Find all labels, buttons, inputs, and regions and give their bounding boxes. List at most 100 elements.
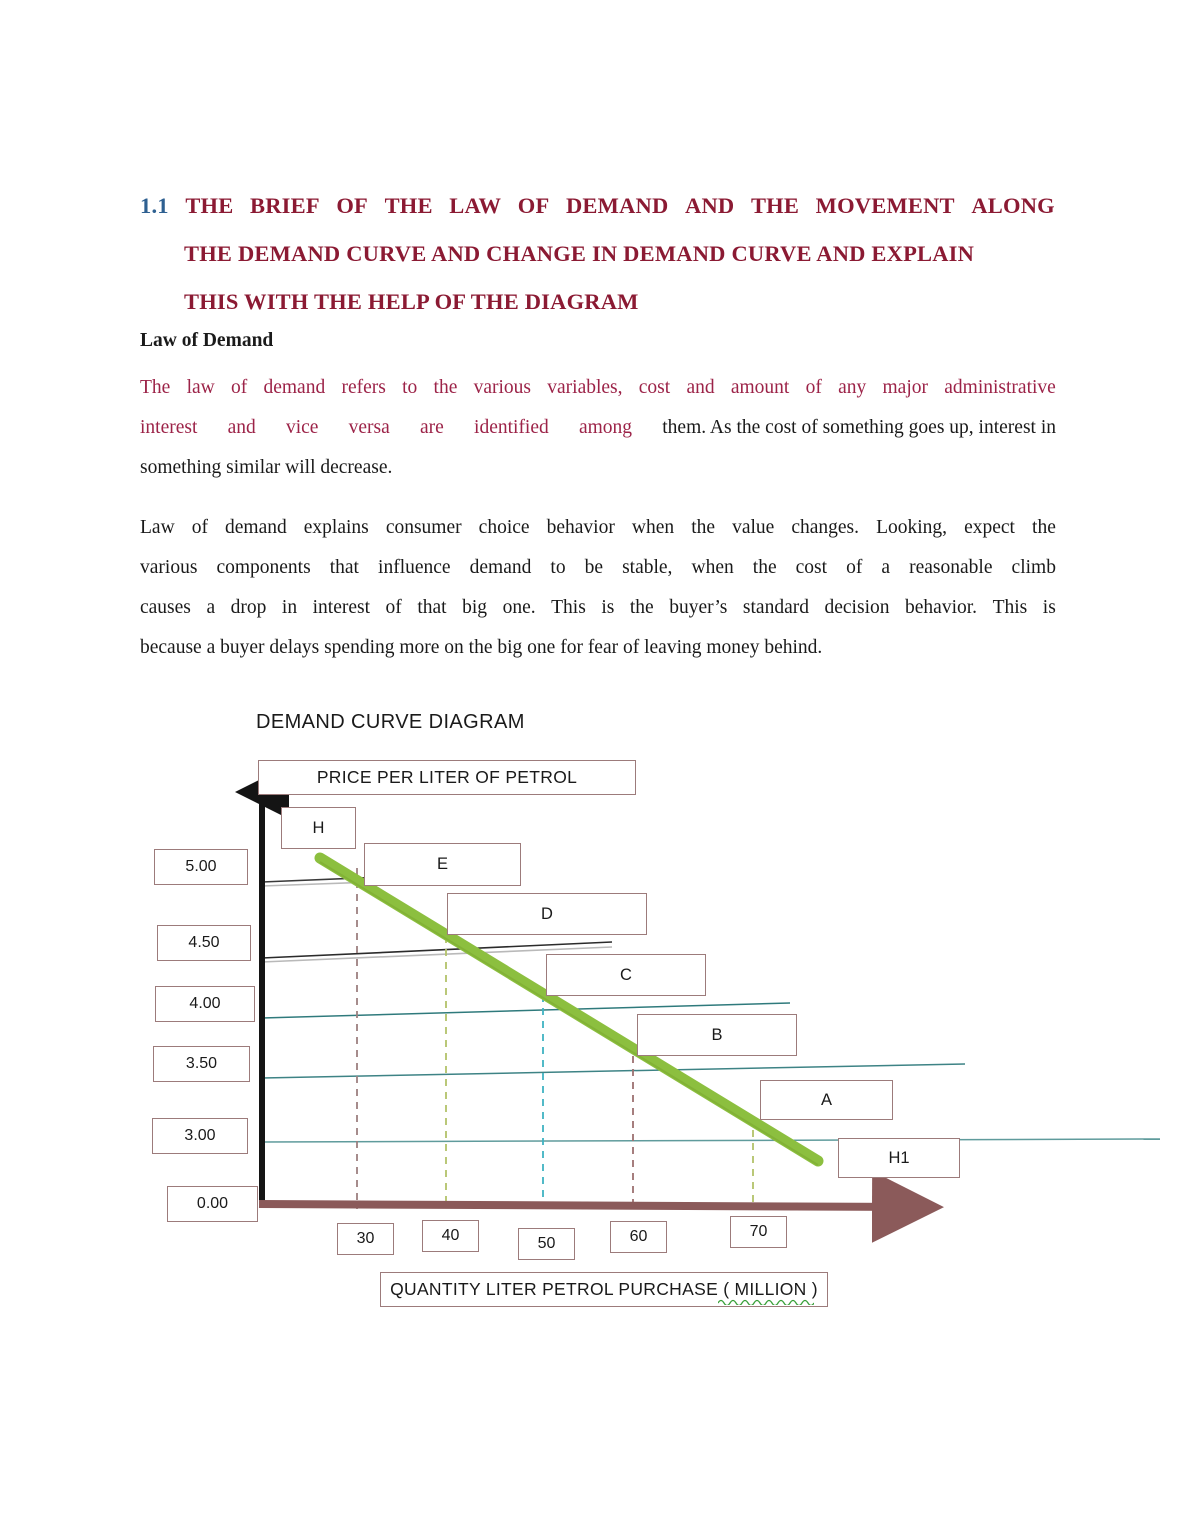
gridlines-vertical [356, 868, 754, 1330]
text-word: drop [230, 597, 267, 618]
text-word: standard [742, 597, 809, 618]
text-word: the [433, 377, 458, 398]
text-word: big [462, 597, 488, 618]
text-word: demand [263, 377, 326, 398]
text-word: in [281, 597, 298, 618]
heading-word: THE [384, 193, 433, 218]
text-word: influence [378, 557, 451, 578]
text-word: cost [795, 557, 828, 578]
text-word: is [1042, 597, 1056, 618]
text-word: stable, [622, 557, 673, 578]
paragraph-line: various components that influence demand… [140, 548, 1056, 588]
text-run: them. As the cost of something goes up, … [662, 417, 1056, 438]
text-word: explains [303, 517, 369, 538]
text-word: reasonable [909, 557, 993, 578]
y-tick-5-00: 5.00 [154, 849, 248, 885]
demand-curve-line [314, 852, 824, 1167]
point-label-B: B [637, 1014, 797, 1056]
text-word: any [838, 377, 867, 398]
text-word: climb [1011, 557, 1056, 578]
text-word: a [881, 557, 891, 578]
text-word: versa [348, 417, 390, 438]
y-tick-4-50: 4.50 [157, 925, 251, 961]
text-word: changes. [791, 517, 860, 538]
text-word: that [329, 557, 359, 578]
text-word: a [206, 597, 216, 618]
text-word: when [631, 517, 675, 538]
paragraph-line: causes a drop in interest of that big on… [140, 588, 1056, 628]
paragraph-line: The law of demand refers to the various … [140, 368, 1056, 408]
text-word: that [417, 597, 447, 618]
gridline-3-50 [261, 1063, 966, 1079]
text-word: identified [474, 417, 549, 438]
text-word: when [691, 557, 734, 578]
text-word: be [584, 557, 604, 578]
text-word: to [402, 377, 418, 398]
x-axis-title-box: QUANTITY LITER PETROL PURCHASE ( MILLION… [380, 1272, 828, 1307]
text-word: causes [140, 597, 191, 618]
page-title: 1.1 THE BRIEF OF THE LAW OF DEMAND AND T… [140, 182, 1055, 326]
x-tick-70: 70 [730, 1216, 787, 1248]
text-word: and [227, 417, 256, 438]
text-word: major [882, 377, 928, 398]
heading-line-1: 1.1 THE BRIEF OF THE LAW OF DEMAND AND T… [140, 182, 1055, 230]
gridline-4-50-shadow [261, 946, 613, 963]
y-tick-4-00: 4.00 [155, 986, 255, 1022]
y-tick-3-00: 3.00 [152, 1118, 248, 1154]
text-word: to [550, 557, 566, 578]
text-word: interest [312, 597, 371, 618]
y-axis-title-box: PRICE PER LITER OF PETROL [258, 760, 636, 795]
x-axis [258, 1170, 944, 1243]
heading-number: 1.1 [140, 193, 169, 218]
text-word: law [186, 377, 215, 398]
text-word: choice [478, 517, 530, 538]
text-word: demand [469, 557, 532, 578]
text-word: are [420, 417, 444, 438]
spellcheck-squiggle-icon [718, 1299, 814, 1305]
heading-word: OF [517, 193, 550, 218]
paragraph-law-of-demand: The law of demand refers to the various … [140, 368, 1056, 488]
gridline-4-00 [261, 1002, 791, 1019]
text-word: of [191, 517, 208, 538]
text-word: Looking, [876, 517, 948, 538]
point-label-C: C [546, 954, 706, 996]
section-subheading: Law of Demand [140, 330, 274, 351]
chart-title: DEMAND CURVE DIAGRAM [256, 711, 525, 733]
heading-word: THE [185, 193, 234, 218]
text-word: cost [638, 377, 671, 398]
heading-word: DEMAND [565, 193, 669, 218]
text-word: This [992, 597, 1028, 618]
text-word: components [216, 557, 311, 578]
text-word: buyer’s [669, 597, 728, 618]
x-axis-title-text: QUANTITY LITER PETROL PURCHASE ( MILLION… [390, 1278, 818, 1299]
x-tick-60: 60 [610, 1221, 667, 1253]
text-word: behavior. [905, 597, 978, 618]
text-word: one. [502, 597, 536, 618]
paragraph-line: because a buyer delays spending more on … [140, 637, 823, 658]
point-label-H: H [281, 807, 356, 849]
text-word: behavior [546, 517, 615, 538]
paragraph-line: something similar will decrease. [140, 457, 393, 478]
text-word: demand [225, 517, 287, 538]
x-tick-40: 40 [422, 1220, 479, 1252]
text-word: This [551, 597, 586, 618]
y-tick-3-50: 3.50 [153, 1046, 250, 1082]
demand-curve-shade [319, 861, 819, 1166]
chart-canvas [235, 765, 1190, 1330]
text-word: various [140, 557, 198, 578]
heading-word: THE [750, 193, 800, 218]
text-word: administrative [944, 377, 1056, 398]
heading-word: OF [336, 193, 369, 218]
x-tick-30: 30 [337, 1223, 394, 1255]
text-word: of [230, 377, 248, 398]
heading-line-3: THIS WITH THE HELP OF THE DIAGRAM [184, 289, 639, 314]
text-word: of [805, 377, 822, 398]
text-word: amount [730, 377, 790, 398]
paragraph-line: interest and vice versa are identified a… [140, 408, 1056, 448]
text-word: expect [964, 517, 1015, 538]
text-word: Law [140, 517, 175, 538]
text-word: the [1032, 517, 1056, 538]
heading-word: MOVEMENT [815, 193, 955, 218]
text-word: interest [140, 417, 198, 438]
